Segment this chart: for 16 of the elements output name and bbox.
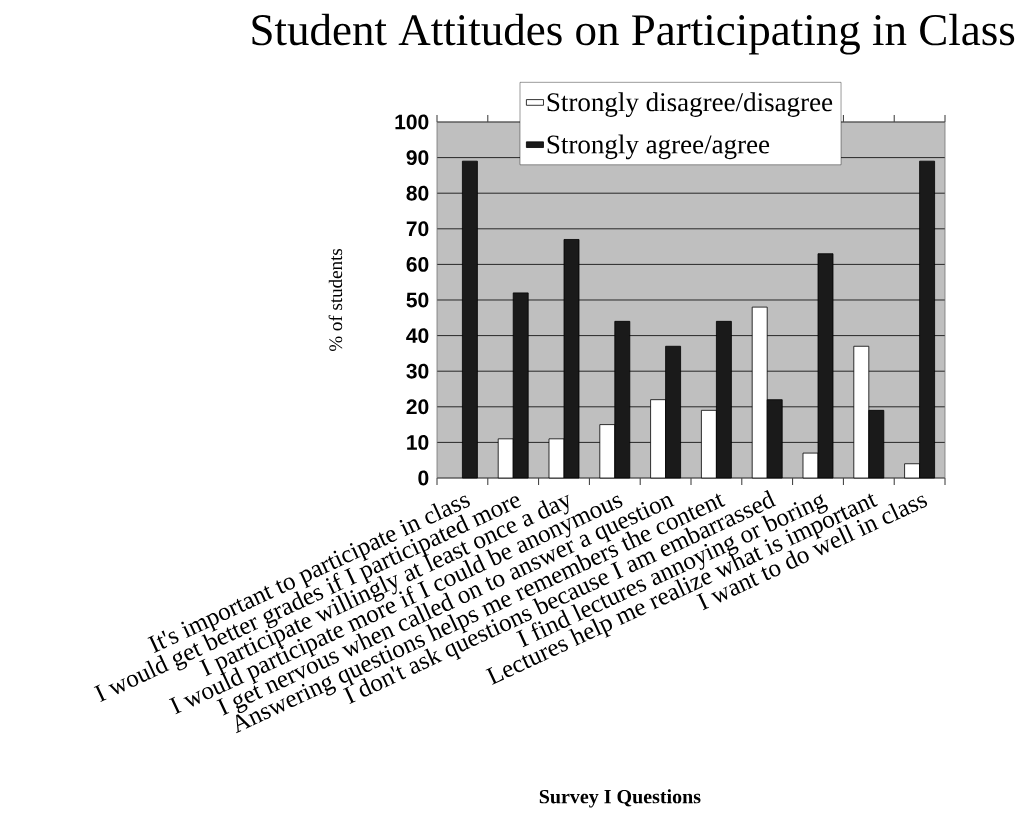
y-tick-label: 40 (406, 328, 429, 344)
y-tick-label: 30 (406, 363, 429, 379)
chart-title: Student Attitudes on Participating in Class (252, 13, 1015, 55)
y-tick-label: 50 (406, 292, 429, 308)
y-axis-title: % of students (328, 248, 343, 352)
y-tick-label: 0 (418, 470, 429, 486)
y-tick-label: 10 (407, 434, 429, 450)
y-tick-label: 90 (406, 150, 429, 166)
legend-label: Strongly agree/agree (547, 134, 770, 160)
legend-label: Strongly disagree/disagree (547, 92, 833, 117)
y-tick-label: 80 (406, 185, 429, 201)
y-tick-label: 70 (406, 221, 429, 237)
y-tick-label: 20 (406, 399, 429, 415)
y-tick-label: 100 (395, 114, 429, 130)
x-axis-title: Survey I Questions (539, 789, 701, 808)
y-tick-label: 60 (406, 256, 429, 272)
